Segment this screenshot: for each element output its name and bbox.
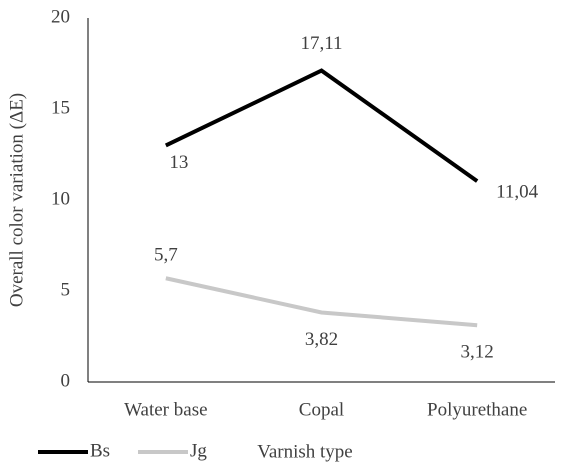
data-label: 13 [169, 152, 188, 173]
y-tick-label: 15 [51, 97, 70, 118]
legend-label: Jg [190, 440, 207, 461]
x-axis-label: Varnish type [257, 441, 353, 462]
data-label: 11,04 [496, 181, 539, 202]
line-series [165, 276, 478, 328]
legend-label: Bs [90, 440, 110, 461]
data-label: 17,11 [300, 33, 342, 54]
data-label: 3,12 [461, 342, 494, 363]
x-tick-label: Water base [124, 399, 207, 420]
data-label: 3,82 [305, 329, 338, 350]
y-tick-label: 20 [51, 6, 70, 27]
y-tick-label: 10 [51, 188, 70, 209]
y-tick-label: 0 [61, 370, 71, 391]
data-label: 5,7 [154, 245, 178, 266]
line-series [164, 68, 479, 183]
x-tick-label: Copal [299, 399, 344, 420]
y-tick-label: 5 [61, 279, 71, 300]
x-tick-label: Polyurethane [427, 399, 527, 420]
y-axis-label: Overall color variation (ΔE) [6, 93, 27, 307]
